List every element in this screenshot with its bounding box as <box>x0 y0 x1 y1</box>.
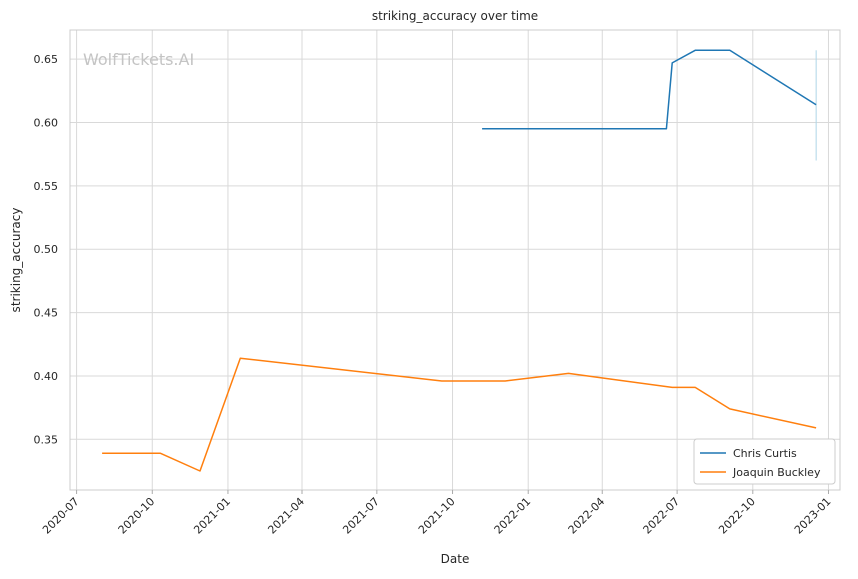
y-tick-label: 0.60 <box>34 117 59 130</box>
y-tick-label: 0.40 <box>34 370 59 383</box>
plot-area-frame <box>69 29 841 491</box>
series-line-chris-curtis <box>482 49 817 130</box>
legend-box <box>693 438 836 485</box>
y-tick-label: 0.55 <box>34 180 59 193</box>
x-axis-label: Date <box>441 552 470 566</box>
legend-label-chris-curtis: Chris Curtis <box>733 447 797 460</box>
series-group <box>102 49 817 472</box>
watermark: WolfTickets.AI <box>83 50 194 69</box>
chart-title: striking_accuracy over time <box>372 9 538 23</box>
series-line-joaquin-buckley <box>102 357 817 472</box>
y-tick-label: 0.45 <box>34 307 59 320</box>
legend: Chris Curtis Joaquin Buckley <box>693 438 836 485</box>
y-tick-label: 0.35 <box>34 433 59 446</box>
y-tick-labels: 0.35 0.40 0.45 0.50 0.55 0.60 0.65 <box>34 53 59 446</box>
y-axis-label: striking_accuracy <box>9 208 23 313</box>
grid <box>70 30 840 490</box>
y-tick-label: 0.65 <box>34 53 59 66</box>
y-tick-label: 0.50 <box>34 243 59 256</box>
legend-label-joaquin-buckley: Joaquin Buckley <box>732 466 821 479</box>
